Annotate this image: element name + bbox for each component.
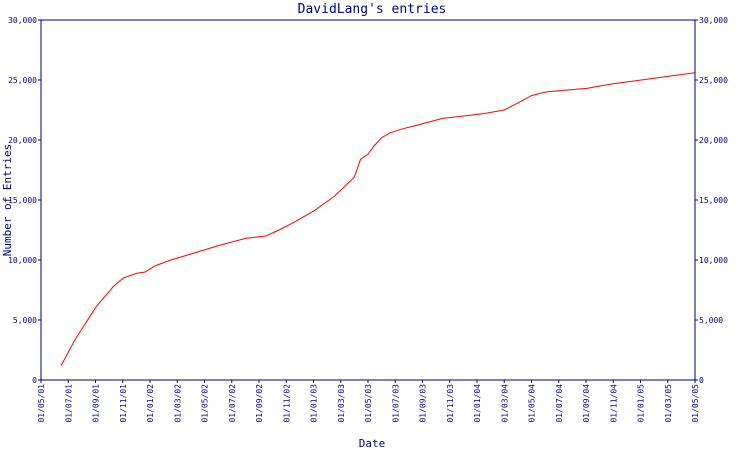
x-tick-label: 01/01/05	[637, 384, 646, 423]
x-tick-label: 01/07/01	[64, 384, 73, 423]
y-axis-right: 0 5,000 10,000 15,000 20,000 25,000 30,000	[695, 16, 728, 385]
x-tick-label: 01/03/05	[664, 384, 673, 423]
y-tick-label-right: 30,000	[699, 16, 728, 25]
y-axis-title: Number of Entries	[1, 144, 14, 257]
x-tick-label: 01/05/01	[37, 384, 46, 423]
y-tick-label-left: 30,000	[8, 16, 37, 25]
y-tick-label-left: 15,000	[8, 196, 37, 205]
x-tick-label: 01/07/03	[391, 384, 400, 423]
y-tick-label-left: 10,000	[8, 256, 37, 265]
x-tick-label: 01/05/05	[691, 384, 700, 423]
x-tick-label: 01/11/01	[119, 384, 128, 423]
y-tick-label-right: 25,000	[699, 76, 728, 85]
y-tick-label-left: 0	[32, 376, 37, 385]
x-tick-label: 01/09/01	[92, 384, 101, 423]
x-tick-label: 01/03/02	[173, 384, 182, 423]
x-tick-label: 01/11/04	[609, 384, 618, 423]
series-line-0	[60, 72, 696, 366]
x-tick-label: 01/09/03	[419, 384, 428, 423]
x-tick-label: 01/03/04	[500, 384, 509, 423]
y-tick-label-right: 15,000	[699, 196, 728, 205]
x-tick-label: 01/01/03	[310, 384, 319, 423]
y-tick-label-right: 5,000	[699, 316, 723, 325]
x-tick-label: 01/03/03	[337, 384, 346, 423]
x-tick-label: 01/05/04	[528, 384, 537, 423]
y-tick-label-left: 20,000	[8, 136, 37, 145]
y-tick-label-left: 5,000	[13, 316, 37, 325]
y-axis-left: 0 5,000 10,000 15,000 20,000 25,000 30,000	[8, 16, 41, 385]
x-axis: 01/05/01 01/07/01 01/09/01 01/11/01 01/01/02…	[37, 380, 700, 423]
x-tick-label: 01/11/02	[282, 384, 291, 423]
y-tick-label-left: 25,000	[8, 76, 37, 85]
y-tick-label-right: 0	[699, 376, 704, 385]
x-axis-title: Date	[359, 437, 386, 450]
y-tick-label-right: 10,000	[699, 256, 728, 265]
chart-title: DavidLang's entries	[298, 2, 447, 17]
x-tick-label: 01/11/03	[446, 384, 455, 423]
x-tick-label: 01/05/03	[364, 384, 373, 423]
x-tick-label: 01/07/02	[228, 384, 237, 423]
x-tick-label: 01/01/04	[473, 384, 482, 423]
x-tick-label: 01/05/02	[201, 384, 210, 423]
x-tick-label: 01/09/04	[582, 384, 591, 423]
x-tick-label: 01/01/02	[146, 384, 155, 423]
y-tick-label-right: 20,000	[699, 136, 728, 145]
x-tick-label: 01/07/04	[555, 384, 564, 423]
x-tick-label: 01/09/02	[255, 384, 264, 423]
series-layer	[60, 72, 696, 366]
